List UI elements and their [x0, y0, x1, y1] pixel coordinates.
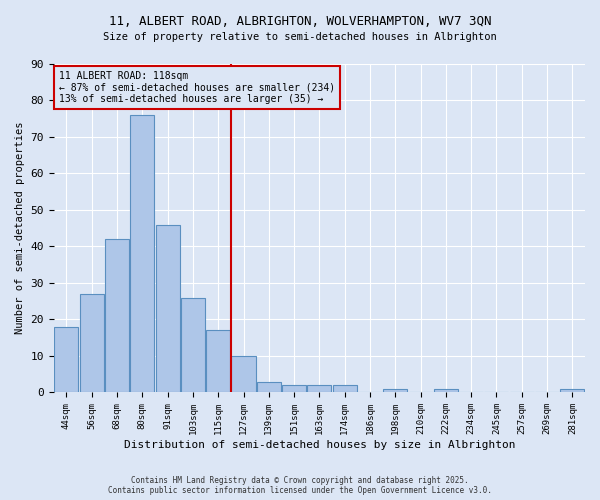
Bar: [560, 389, 584, 392]
Text: Size of property relative to semi-detached houses in Albrighton: Size of property relative to semi-detach…: [103, 32, 497, 42]
X-axis label: Distribution of semi-detached houses by size in Albrighton: Distribution of semi-detached houses by …: [124, 440, 515, 450]
Bar: [130, 115, 154, 392]
Bar: [332, 385, 357, 392]
Text: Contains HM Land Registry data © Crown copyright and database right 2025.
Contai: Contains HM Land Registry data © Crown c…: [108, 476, 492, 495]
Bar: [105, 239, 129, 392]
Bar: [155, 224, 179, 392]
Bar: [257, 382, 281, 392]
Bar: [434, 389, 458, 392]
Text: 11 ALBERT ROAD: 118sqm
← 87% of semi-detached houses are smaller (234)
13% of se: 11 ALBERT ROAD: 118sqm ← 87% of semi-det…: [59, 70, 335, 104]
Bar: [307, 385, 331, 392]
Bar: [55, 327, 79, 392]
Text: 11, ALBERT ROAD, ALBRIGHTON, WOLVERHAMPTON, WV7 3QN: 11, ALBERT ROAD, ALBRIGHTON, WOLVERHAMPT…: [109, 15, 491, 28]
Bar: [232, 356, 256, 393]
Bar: [206, 330, 230, 392]
Bar: [181, 298, 205, 392]
Bar: [383, 389, 407, 392]
Y-axis label: Number of semi-detached properties: Number of semi-detached properties: [15, 122, 25, 334]
Bar: [80, 294, 104, 392]
Bar: [282, 385, 306, 392]
